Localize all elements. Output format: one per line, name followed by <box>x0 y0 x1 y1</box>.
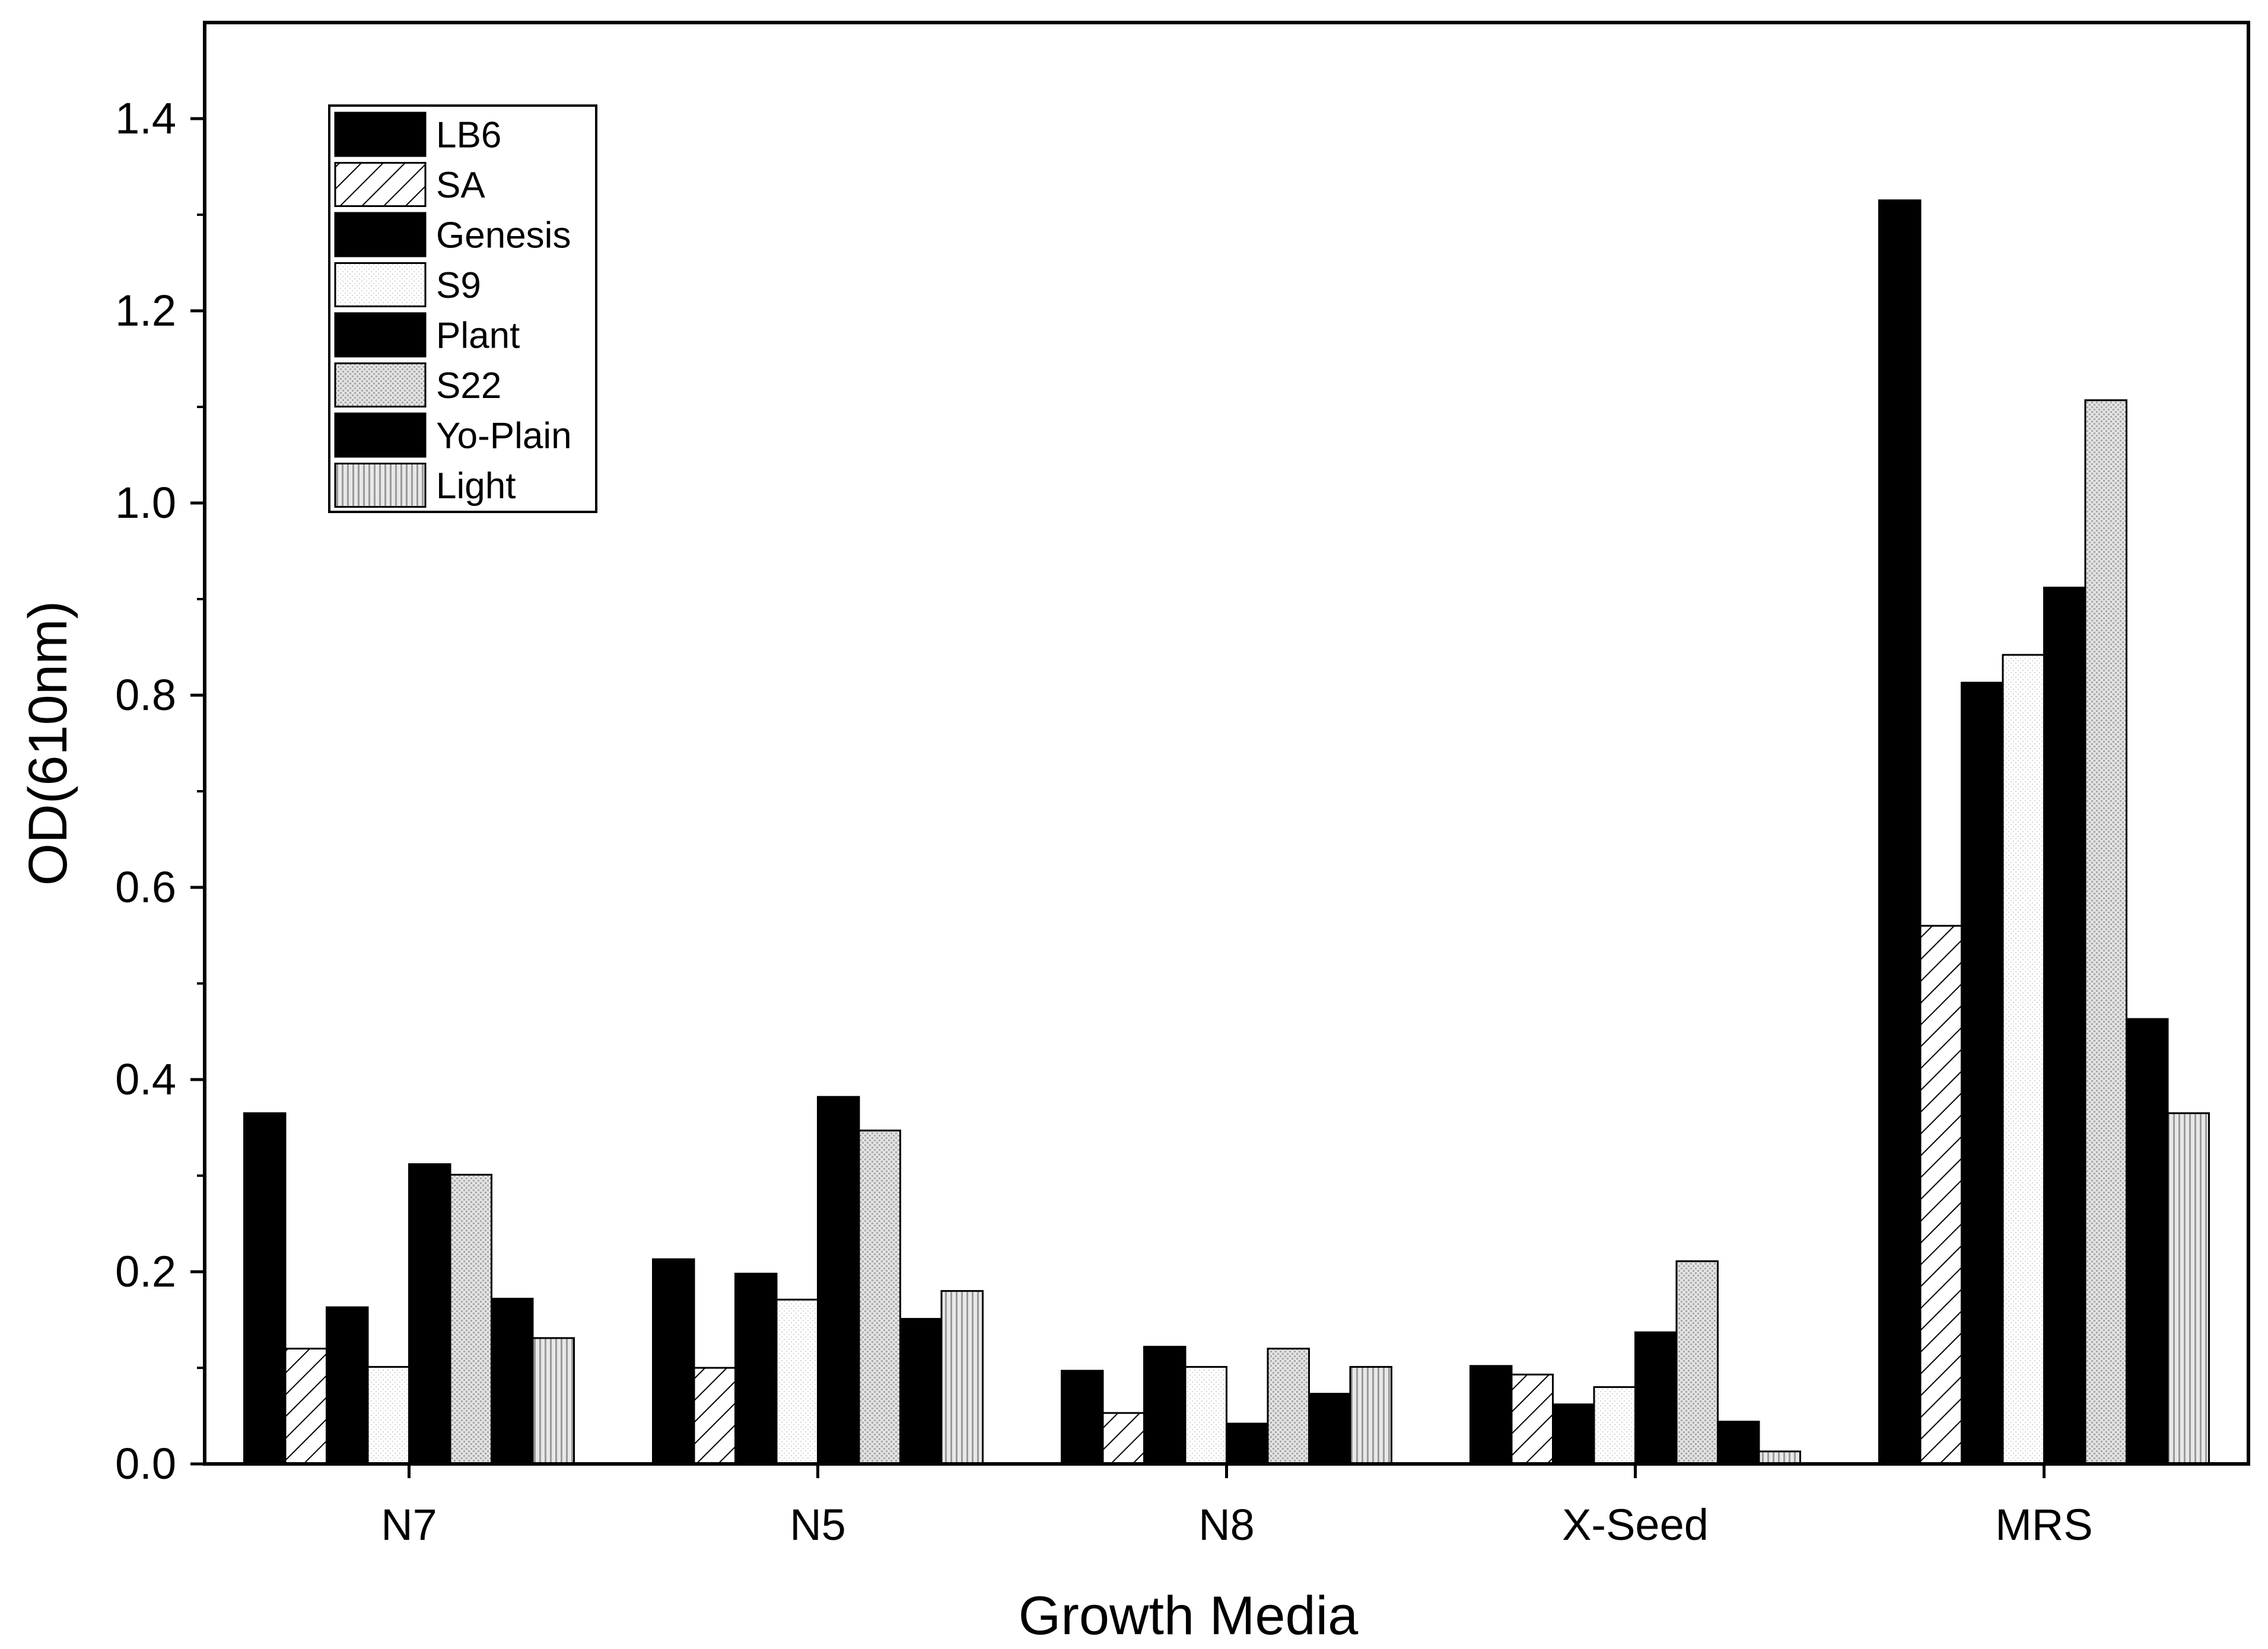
bar-sa-n7 <box>284 1348 327 1465</box>
x-tick-label: N5 <box>790 1500 846 1549</box>
y-tick-label: 1.2 <box>115 286 176 335</box>
y-tick-label: 0.6 <box>115 862 176 912</box>
bars-layer <box>243 199 2210 1465</box>
legend-label-lb6: LB6 <box>436 115 501 156</box>
bar-plant-n8 <box>1226 1422 1269 1465</box>
bar-yo-plain-mrs <box>2126 1018 2169 1465</box>
bar-sa-mrs <box>1919 925 1962 1465</box>
bar-genesis-n7 <box>326 1306 369 1465</box>
bar-lb6-n7 <box>243 1112 287 1465</box>
bar-lb6-x-seed <box>1469 1365 1513 1465</box>
bar-sa-n5 <box>693 1367 736 1465</box>
bar-sa-n8 <box>1102 1412 1145 1465</box>
x-tick-label: X-Seed <box>1562 1500 1709 1549</box>
legend-swatch-plant <box>334 312 427 358</box>
x-tick-label: N7 <box>381 1500 437 1549</box>
bar-genesis-x-seed <box>1552 1403 1595 1465</box>
bar-genesis-n8 <box>1143 1345 1187 1465</box>
bar-light-n7 <box>532 1337 575 1465</box>
bar-s9-n5 <box>775 1298 819 1465</box>
legend-label-light: Light <box>436 466 516 507</box>
bar-s9-x-seed <box>1593 1386 1636 1465</box>
y-tick-label: 1.4 <box>115 94 176 143</box>
legend-label-sa: SA <box>436 165 485 206</box>
bar-genesis-mrs <box>1961 682 2004 1465</box>
bar-lb6-n5 <box>652 1258 695 1465</box>
legend-label-s9: S9 <box>436 265 481 306</box>
legend-label-yo-plain: Yo-Plain <box>436 416 572 457</box>
y-tick-label: 0.0 <box>115 1439 176 1488</box>
bar-plant-n5 <box>817 1096 860 1465</box>
bar-plant-x-seed <box>1634 1331 1678 1465</box>
y-tick-label: 0.8 <box>115 670 176 720</box>
legend-swatch-s9 <box>334 262 427 307</box>
legend-label-s22: S22 <box>436 365 501 406</box>
bar-light-n5 <box>940 1290 984 1465</box>
bar-s22-x-seed <box>1675 1260 1719 1465</box>
bar-s22-n8 <box>1267 1348 1310 1465</box>
legend-swatch-s22 <box>334 362 427 408</box>
x-tick-label: MRS <box>1995 1500 2092 1549</box>
y-axis: 0.0 0.2 0.4 0.6 0.8 1.0 1.2 1.4 <box>115 94 205 1488</box>
bar-lb6-n8 <box>1061 1370 1104 1465</box>
bar-s22-n5 <box>858 1129 901 1465</box>
legend-swatch-sa <box>334 162 427 207</box>
x-tick-label: N8 <box>1198 1500 1255 1549</box>
legend-swatch-genesis <box>334 212 427 257</box>
legend-label-plant: Plant <box>436 316 520 356</box>
bar-light-n8 <box>1349 1365 1392 1465</box>
bar-yo-plain-x-seed <box>1717 1421 1760 1465</box>
bar-s22-n7 <box>449 1173 492 1465</box>
x-axis-title: Growth Media <box>1019 1586 1359 1646</box>
x-axis: N7 N5 N8 X-Seed MRS <box>381 1464 2093 1549</box>
bar-yo-plain-n7 <box>491 1297 534 1465</box>
y-tick-label: 0.2 <box>115 1247 176 1296</box>
bar-light-x-seed <box>1758 1450 1801 1465</box>
bar-light-mrs <box>2167 1112 2210 1465</box>
bar-sa-x-seed <box>1510 1373 1554 1465</box>
y-tick-label: 0.4 <box>115 1055 176 1104</box>
bar-yo-plain-n8 <box>1308 1393 1351 1465</box>
legend-swatch-lb6 <box>334 112 427 157</box>
bar-s9-n8 <box>1184 1365 1227 1465</box>
bar-plant-n7 <box>408 1163 451 1465</box>
y-axis-title: OD(610nm) <box>18 601 78 886</box>
bar-genesis-n5 <box>734 1272 778 1465</box>
y-tick-label: 1.0 <box>115 478 176 527</box>
bar-s9-n7 <box>367 1365 410 1465</box>
legend-label-genesis: Genesis <box>436 215 571 256</box>
bar-s9-mrs <box>2002 654 2045 1465</box>
legend: LB6 SA Genesis S9 Plant S22 Yo-Plain Light <box>328 104 597 513</box>
legend-swatch-light <box>334 463 427 508</box>
bar-plant-mrs <box>2043 587 2086 1465</box>
bar-s22-mrs <box>2084 399 2127 1465</box>
bar-yo-plain-n5 <box>899 1317 943 1465</box>
legend-swatch-yo-plain <box>334 412 427 458</box>
bar-lb6-mrs <box>1878 199 1922 1465</box>
